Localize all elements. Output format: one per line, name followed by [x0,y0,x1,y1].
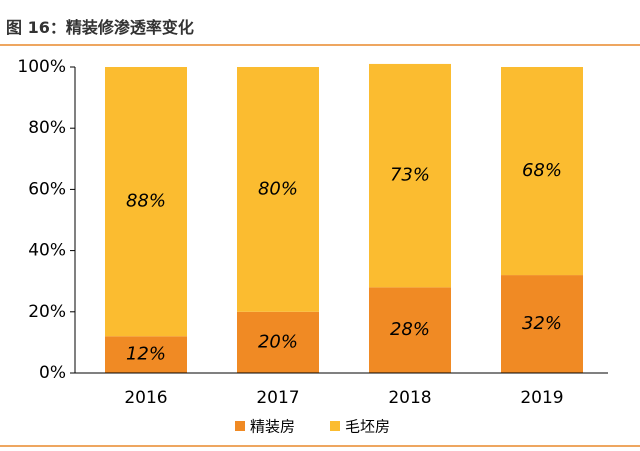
value-label: 73% [390,165,430,186]
bar-segment [369,287,451,373]
y-tick-label: 80% [28,118,66,138]
y-tick-label: 0% [39,363,66,383]
x-tick-label: 2018 [388,388,431,408]
value-label: 80% [258,178,298,199]
bar-segment [369,63,451,288]
value-label: 32% [522,313,562,334]
y-tick-label: 40% [28,241,66,261]
x-tick-label: 2016 [124,388,167,408]
x-tick-label: 2017 [256,388,299,408]
y-tick-label: 20% [28,302,66,322]
chart-title: 图 16：精装修渗透率变化 [6,18,194,37]
value-label: 28% [390,319,430,340]
x-tick-label: 2019 [520,388,563,408]
bar-segment [237,67,319,312]
y-tick-label: 60% [28,179,66,199]
legend-label: 毛坯房 [345,418,390,436]
bar-segment [501,67,583,276]
value-label: 12% [126,344,166,365]
legend-swatch [330,421,340,431]
bar-segment [237,311,319,373]
legend-label: 精装房 [250,418,295,436]
bar-segment [105,336,187,373]
y-tick-label: 100% [17,57,66,77]
legend-swatch [235,421,245,431]
bar-segment [105,67,187,337]
value-label: 68% [522,160,562,181]
value-label: 88% [126,191,166,212]
bar-segment [501,275,583,373]
value-label: 20% [258,331,298,352]
